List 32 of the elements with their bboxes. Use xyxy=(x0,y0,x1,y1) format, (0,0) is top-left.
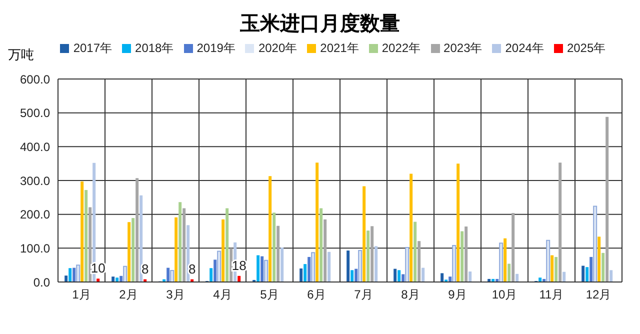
x-tick-label: 2月 xyxy=(119,288,138,302)
y-tick-label: 500.0 xyxy=(20,106,50,120)
legend-label: 2022年 xyxy=(382,41,421,55)
x-tick-label: 1月 xyxy=(72,288,91,302)
x-tick-label: 4月 xyxy=(213,288,232,302)
x-tick-label: 12月 xyxy=(586,288,612,302)
x-tick-label: 7月 xyxy=(354,288,373,302)
legend-label: 2021年 xyxy=(320,41,359,55)
y-tick-label: 300.0 xyxy=(20,174,50,188)
y-tick-label: 400.0 xyxy=(20,140,50,154)
legend-label: 2025年 xyxy=(566,41,606,55)
y-tick-label: 100.0 xyxy=(20,241,50,256)
data-label: 8 xyxy=(141,261,149,276)
x-tick-label: 3月 xyxy=(166,288,185,302)
x-tick-label: 11月 xyxy=(539,288,564,302)
y-tick-label: 600.0 xyxy=(20,72,50,86)
x-tick-label: 6月 xyxy=(307,288,326,302)
data-label: 8 xyxy=(188,261,196,276)
legend-label: 2017年 xyxy=(73,41,112,55)
legend-label: 2020年 xyxy=(258,41,298,55)
y-tick-label: 200.0 xyxy=(20,208,50,222)
x-tick-label: 5月 xyxy=(260,288,279,302)
legend-label: 2018年 xyxy=(135,41,174,55)
y-tick-label: 0.0 xyxy=(33,275,50,290)
y-axis-title: 万吨 xyxy=(8,46,34,64)
legend-label: 2024年 xyxy=(505,41,544,55)
chart-title: 玉米进口月度数量 xyxy=(239,10,401,37)
legend-label: 2023年 xyxy=(444,41,482,55)
x-tick-label: 10月 xyxy=(492,288,518,302)
legend-label: 2019年 xyxy=(196,41,236,55)
x-tick-label: 9月 xyxy=(448,288,467,302)
x-tick-label: 8月 xyxy=(401,288,420,302)
